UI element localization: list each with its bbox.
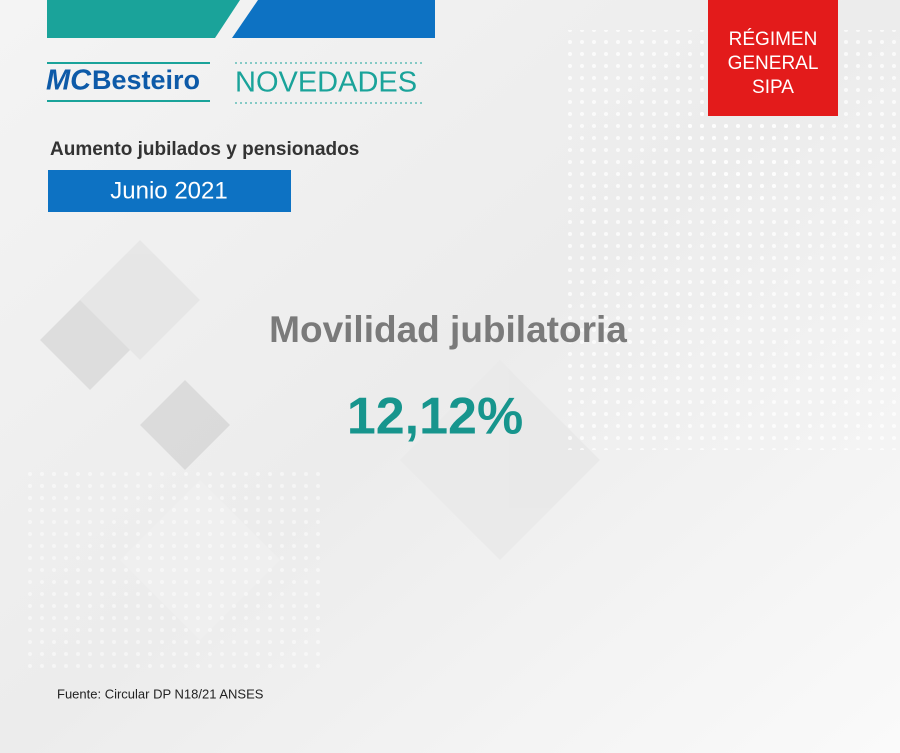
logo-prefix: MC: [46, 65, 92, 97]
subtitle: Aumento jubilados y pensionados: [50, 139, 359, 160]
logo-name: Besteiro: [92, 65, 200, 95]
source: Fuente: Circular DP N18/21 ANSES: [57, 686, 264, 701]
period-box: [48, 170, 291, 212]
decoration: [20, 30, 900, 670]
badge-line: RÉGIMEN: [729, 29, 818, 50]
badge-line: GENERAL: [728, 53, 819, 74]
main-value: 12,12%: [347, 388, 523, 446]
badge-line: SIPA: [752, 77, 794, 98]
main-title: Movilidad jubilatoria: [269, 309, 627, 350]
banner-teal: [47, 0, 240, 38]
section-title: NOVEDADES: [235, 67, 417, 99]
banner-blue: [232, 0, 435, 38]
badge: [708, 0, 838, 116]
period: Junio 2021: [110, 177, 227, 204]
